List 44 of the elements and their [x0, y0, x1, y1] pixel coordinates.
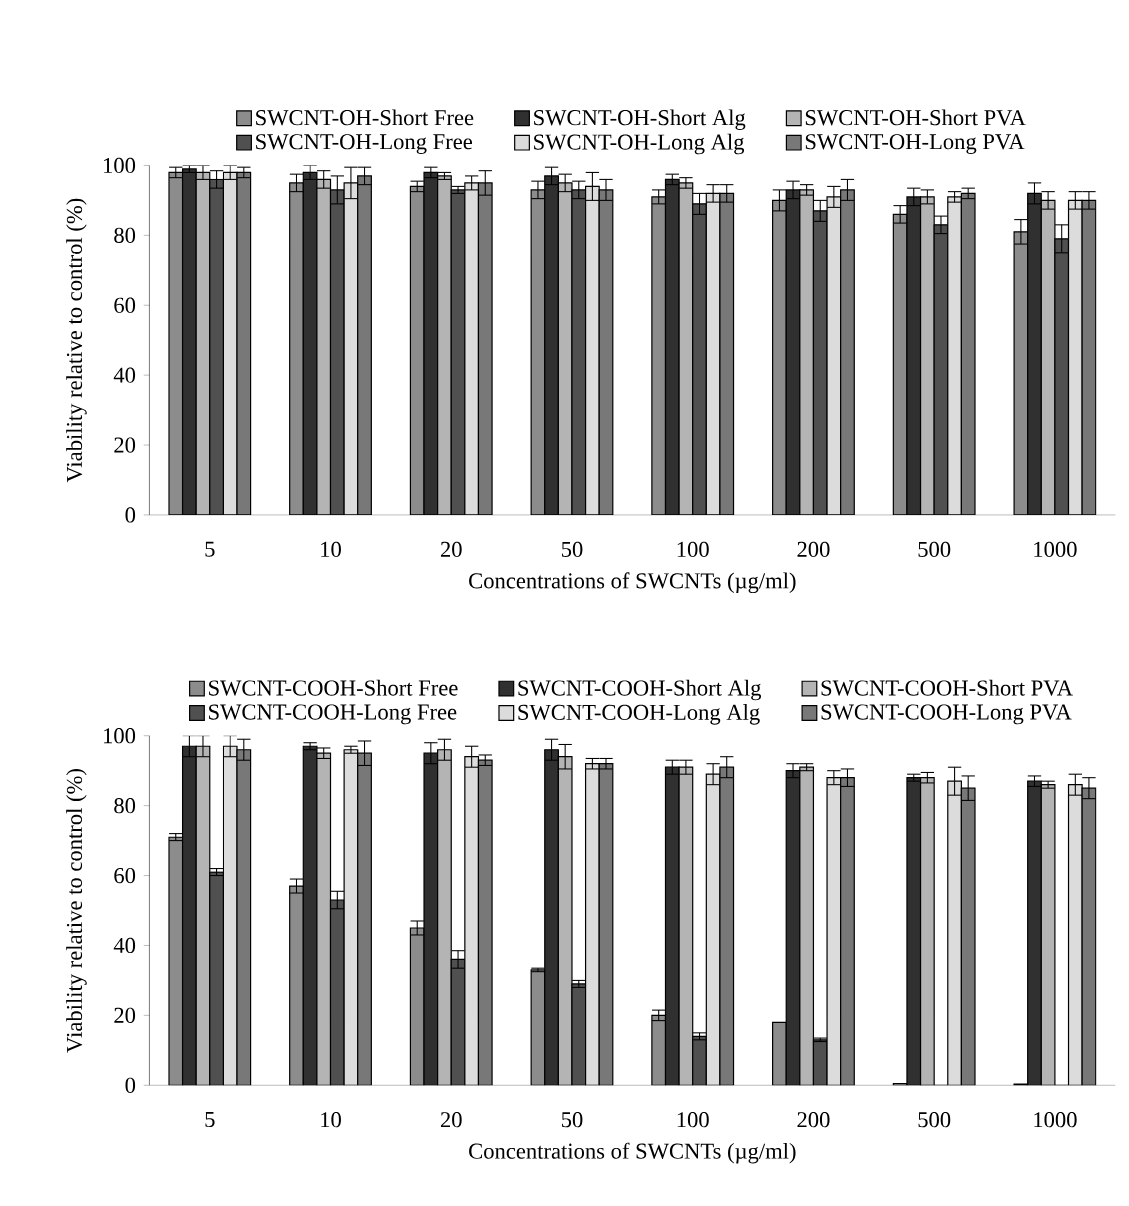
y-tick-label: 20 [114, 437, 136, 453]
x-tick-label: 100 [677, 541, 709, 558]
legend-label: SWCNT-COOH-Long Alg [518, 704, 760, 725]
y-tick-label: 60 [114, 867, 136, 884]
x-tick-label: 100 [677, 1112, 709, 1128]
y-tick-label: 0 [125, 1077, 136, 1093]
legend-label: SWCNT-COOH-Short PVA [821, 679, 1074, 696]
x-axis-title: Concentrations of SWCNTs (µg/ml) [469, 1142, 796, 1164]
x-tick-label: 1000 [1034, 541, 1077, 558]
legend-label: SWCNT-COOH-Long Free [209, 704, 457, 725]
y-tick-label: 0 [125, 507, 136, 523]
legend-label: SWCNT-OH-Long PVA [806, 134, 1025, 154]
x-tick-label: 1000 [1034, 1112, 1077, 1128]
y-tick-label: 40 [113, 367, 136, 383]
x-tick-label: 200 [797, 541, 830, 558]
x-tick-label: 500 [918, 541, 951, 558]
y-tick-label: 80 [114, 798, 136, 814]
x-tick-label: 50 [562, 1112, 583, 1128]
y-tick-label: 100 [104, 728, 136, 744]
x-tick-label: 10 [321, 541, 342, 558]
legend-label: SWCNT-COOH-Short Free [209, 679, 458, 696]
legend-label: SWCNT-OH-Long Alg [534, 133, 745, 155]
x-axis-title: Concentrations of SWCNTs (µg/ml) [469, 572, 796, 594]
y-tick-label: 100 [104, 157, 136, 174]
x-tick-label: 20 [441, 1112, 462, 1128]
x-tick-label: 5 [205, 541, 215, 557]
x-tick-label: 5 [205, 1112, 215, 1128]
y-tick-label: 80 [114, 227, 136, 243]
x-tick-label: 50 [562, 541, 583, 558]
legend-label: SWCNT-OH-Short PVA [806, 109, 1026, 126]
x-tick-label: 500 [918, 1112, 951, 1128]
y-axis-title: Viability relative to control (%) [66, 769, 87, 1053]
y-tick-label: 20 [114, 1007, 136, 1023]
legend-label: SWCNT-OH-Long Free [256, 134, 473, 154]
y-tick-label: 40 [113, 937, 136, 954]
x-tick-label: 20 [441, 541, 462, 558]
legend-label: SWCNT-COOH-Long PVA [821, 704, 1072, 725]
y-tick-label: 60 [114, 297, 136, 313]
y-axis-title: Viability relative to control (%) [66, 198, 87, 483]
legend-label: SWCNT-OH-Short Alg [534, 109, 746, 130]
legend-label: SWCNT-OH-Short Free [256, 109, 474, 126]
x-tick-label: 10 [321, 1112, 342, 1128]
x-tick-label: 200 [797, 1112, 830, 1128]
legend-label: SWCNT-COOH-Short Alg [518, 679, 762, 701]
